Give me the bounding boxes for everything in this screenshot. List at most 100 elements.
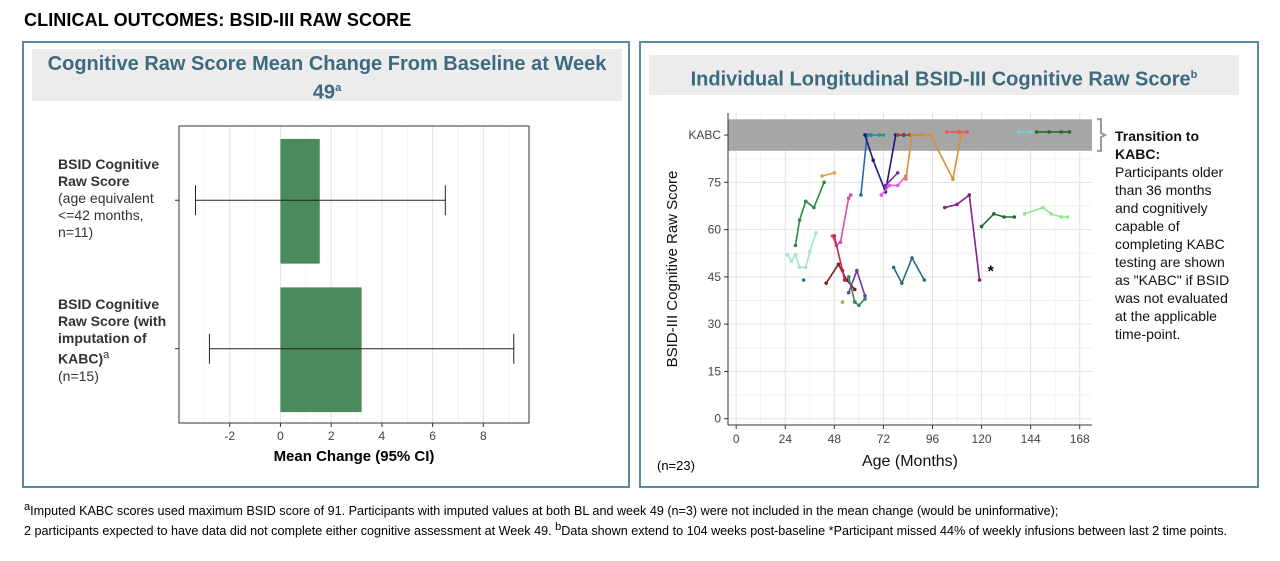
plot-border (178, 125, 530, 424)
participant-point (1065, 215, 1070, 219)
y-axis-title: BSID-III Cognitive Raw Score (664, 171, 681, 368)
x-tick-label: 2 (328, 429, 335, 443)
participant-point (1067, 130, 1072, 134)
footnote-line1: Imputed KABC scores used maximum BSID sc… (30, 504, 1059, 519)
participant-point (945, 130, 949, 134)
mean-change-title-text: Cognitive Raw Score Mean Change From Bas… (47, 53, 607, 104)
participant-point (895, 133, 900, 137)
participant-point (877, 133, 882, 137)
participant-point (955, 202, 959, 207)
participant-point (1002, 215, 1006, 219)
participant-point (1034, 130, 1039, 134)
x-axis-title: Mean Change (95% CI) (274, 448, 435, 465)
y-tick-label: 0 (714, 412, 721, 426)
participant-point (797, 265, 802, 270)
longitudinal-title-sup: b (1190, 69, 1198, 81)
participant-point (891, 265, 896, 270)
participant-point (895, 171, 900, 175)
bar-row2-label-sup: a (103, 349, 110, 361)
participant-point (857, 303, 861, 308)
x-tick-label: 120 (972, 432, 992, 446)
footnote-line2b: Data shown extend to 104 weeks post-base… (561, 524, 1227, 539)
participant-point (883, 183, 888, 188)
kabc-bracket (1097, 118, 1108, 152)
participant-point (951, 177, 955, 181)
participant-point (910, 256, 914, 260)
participant-point (871, 158, 875, 163)
participant-line (905, 134, 962, 182)
participant-point (785, 253, 790, 257)
kabc-transition-note: Transition to KABC: Participants older t… (1115, 127, 1235, 343)
participant-line (884, 172, 899, 187)
participant-point (895, 183, 900, 188)
y-tick-label: 30 (708, 317, 722, 331)
kabc-note-text: Participants older than 36 months and co… (1115, 164, 1230, 342)
x-tick-label: 0 (277, 429, 284, 443)
participant-point (797, 218, 802, 222)
participant-point (793, 243, 798, 248)
participant-point (801, 278, 806, 282)
bar-row2-label-rest: (n=15) (58, 367, 99, 384)
participant-point (852, 300, 857, 304)
participant-point (881, 133, 886, 137)
bar-row1-label-rest: (age equivalent <=42 months, n=11) (58, 190, 154, 240)
x-tick-label: 168 (1070, 432, 1090, 446)
participant-point (863, 133, 867, 137)
footnote-sup-b: b (555, 521, 562, 534)
participant-point (789, 259, 794, 263)
x-tick-label: 0 (733, 432, 740, 446)
participant-point (1049, 212, 1053, 216)
participant-point (1041, 205, 1045, 210)
participant-line (880, 175, 907, 196)
participant-line (821, 172, 835, 177)
participant-point (979, 224, 984, 229)
participant-point (838, 240, 843, 245)
mean-change-title-sup: a (335, 82, 342, 94)
x-tick-label: 6 (429, 429, 436, 443)
participant-point (846, 290, 851, 295)
participant-point (879, 193, 884, 197)
participant-point (1047, 130, 1051, 134)
participant-point (1059, 215, 1064, 219)
participant-point (977, 278, 982, 282)
participant-point (836, 262, 841, 267)
participant-point (922, 278, 927, 282)
participant-point (848, 193, 853, 197)
mean-change-bar (280, 138, 320, 264)
participant-point (887, 183, 892, 188)
participant-point (965, 130, 970, 134)
participant-point (822, 180, 826, 185)
participant-point (900, 281, 904, 285)
participant-point (846, 275, 851, 279)
mean-change-panel-title: Cognitive Raw Score Mean Change From Bas… (32, 49, 622, 104)
participant-line (944, 193, 981, 281)
participant-point (803, 265, 808, 270)
sample-size-label: (n=23) (657, 458, 695, 473)
participant-point (992, 212, 996, 216)
participant-point (1016, 130, 1021, 134)
participant-point (942, 205, 947, 210)
participant-point (812, 205, 816, 210)
participant-point (832, 171, 837, 175)
participant-line (980, 212, 1015, 228)
participant-point (959, 133, 963, 137)
x-tick-label: 72 (877, 432, 891, 446)
participant-point (863, 297, 867, 301)
participant-point (840, 268, 845, 273)
participant-point (832, 234, 837, 238)
x-tick-label: -2 (224, 429, 235, 443)
x-axis-title: Age (Months) (862, 453, 958, 470)
x-tick-label: 4 (379, 429, 386, 443)
longitudinal-line-chart: * 0 24 48 72 96 120 144 168 0 15 30 45 60 75 KABC Age (M… (664, 113, 1108, 470)
participant-point (967, 193, 972, 197)
bar-row1-label: BSID Cognitive Raw Score (age equivalent… (58, 156, 178, 241)
participant-point (842, 278, 847, 282)
infusion-asterisk: * (988, 264, 995, 281)
participant-point (859, 193, 863, 197)
kabc-note-heading: Transition to KABC: (1115, 128, 1199, 162)
participant-point (1022, 212, 1027, 216)
x-tick-label: 144 (1021, 432, 1041, 446)
participant-point (807, 249, 812, 254)
y-tick-label: 15 (708, 364, 722, 378)
bar-row2-label: BSID Cognitive Raw Score (with imputatio… (58, 296, 184, 385)
